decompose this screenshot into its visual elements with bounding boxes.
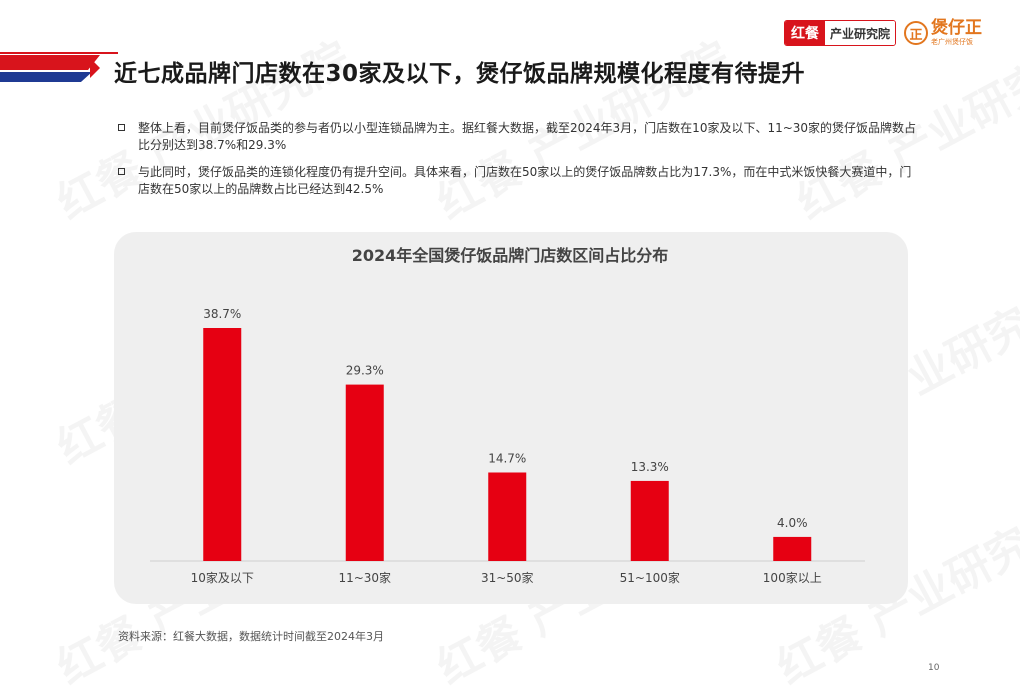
header-logos: 红餐 产业研究院 正 煲仔正 老广州煲仔饭 xyxy=(783,20,982,46)
data-label-5: 4.0% xyxy=(777,516,808,530)
data-label-3: 14.7% xyxy=(488,451,526,465)
page-number: 10 xyxy=(928,663,940,673)
category-label-3: 31~50家 xyxy=(481,570,534,585)
category-label-1: 10家及以下 xyxy=(191,570,254,585)
chart-title: 2024年全国煲仔饭品牌门店数区间占比分布 xyxy=(351,246,669,265)
bullet-item: 整体上看，目前煲仔饭品类的参与者仍以小型连锁品牌为主。据红餐大数据，截至2024… xyxy=(118,120,918,154)
page-title: 近七成品牌门店数在30家及以下，煲仔饭品牌规模化程度有待提升 xyxy=(114,61,806,87)
data-label-4: 13.3% xyxy=(631,460,669,474)
hongcan-logo-text: 产业研究院 xyxy=(824,21,895,45)
data-label-1: 38.7% xyxy=(203,307,241,321)
title-accent-line xyxy=(0,52,118,54)
bar-chart: 38.7% 10家及以下 29.3% 11~30家 14.7% 31~50家 13.3% 51… xyxy=(150,307,865,585)
baozaizheng-logo-tagline: 老广州煲仔饭 xyxy=(931,38,973,46)
category-label-4: 51~100家 xyxy=(620,570,680,585)
square-bullet-icon xyxy=(118,168,125,175)
title-chevron-icon xyxy=(90,58,100,78)
hongcan-logo: 红餐 产业研究院 xyxy=(783,20,896,46)
category-label-2: 11~30家 xyxy=(338,570,391,585)
baozaizheng-seal-icon: 正 xyxy=(904,21,928,45)
bar-1 xyxy=(203,328,242,561)
baozaizheng-logo: 正 煲仔正 老广州煲仔饭 xyxy=(904,20,982,46)
bullet-item: 与此同时，煲仔饭品类的连锁化程度仍有提升空间。具体来看，门店数在50家以上的煲仔… xyxy=(118,164,918,198)
bullet-text: 与此同时，煲仔饭品类的连锁化程度仍有提升空间。具体来看，门店数在50家以上的煲仔… xyxy=(138,165,912,196)
bar-3 xyxy=(488,472,527,561)
bar-4 xyxy=(630,480,669,561)
bullet-text: 整体上看，目前煲仔饭品类的参与者仍以小型连锁品牌为主。据红餐大数据，截至2024… xyxy=(138,121,917,152)
data-label-2: 29.3% xyxy=(346,364,384,378)
category-label-5: 100家以上 xyxy=(763,570,822,585)
square-bullet-icon xyxy=(118,124,125,131)
bullet-list: 整体上看，目前煲仔饭品类的参与者仍以小型连锁品牌为主。据红餐大数据，截至2024… xyxy=(118,120,918,208)
hongcan-logo-mark: 红餐 xyxy=(784,21,825,45)
source-note: 资料来源：红餐大数据，数据统计时间截至2024年3月 xyxy=(118,630,384,643)
bar-2 xyxy=(345,384,384,561)
title-accent-blue-stripe xyxy=(0,72,92,82)
bar-5 xyxy=(773,536,812,561)
title-accent-red-stripe xyxy=(0,55,100,70)
baozaizheng-logo-name: 煲仔正 xyxy=(931,18,982,38)
